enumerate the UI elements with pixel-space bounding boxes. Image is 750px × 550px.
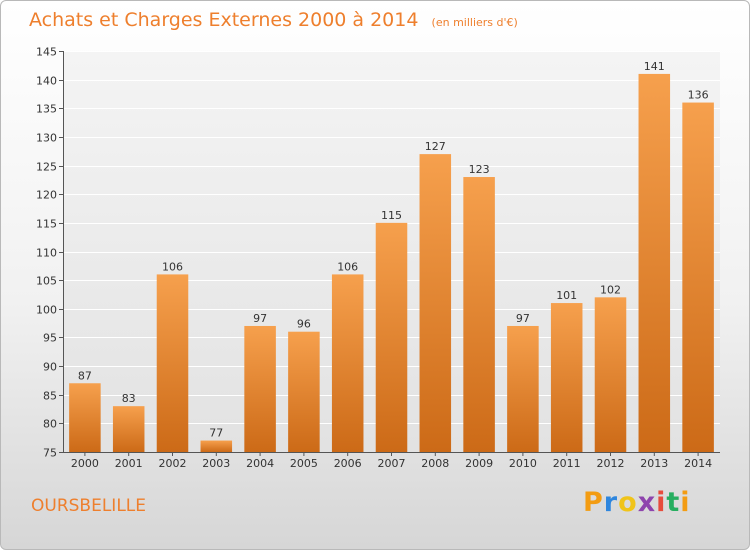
bar-2006 — [331, 274, 364, 452]
bar-value-label: 123 — [469, 163, 490, 176]
y-tick-label: 80 — [43, 418, 57, 431]
bar-2013 — [638, 73, 671, 453]
bar-2005 — [288, 331, 320, 452]
bar-value-label: 127 — [425, 140, 446, 153]
bar-2002 — [156, 274, 189, 452]
x-tick-label: 2008 — [421, 457, 449, 470]
bar-value-label: 97 — [253, 312, 267, 325]
bar-2000 — [69, 383, 101, 452]
y-tick-label: 90 — [43, 361, 57, 374]
bar-2007 — [375, 222, 408, 452]
chart-title: Achats et Charges Externes 2000 à 2014 — [29, 9, 419, 31]
bar-value-label: 97 — [516, 312, 530, 325]
x-tick-label: 2007 — [378, 457, 406, 470]
bar-value-label: 96 — [297, 318, 311, 331]
bar-2001 — [112, 406, 145, 452]
x-tick-label: 2011 — [553, 457, 581, 470]
y-tick-label: 115 — [36, 218, 57, 231]
y-tick-label: 145 — [36, 46, 57, 59]
bar-value-label: 106 — [337, 260, 358, 273]
logo-letter: i — [680, 487, 691, 518]
y-tick-label: 100 — [36, 304, 57, 317]
y-tick-label: 135 — [36, 103, 57, 116]
bar-value-label: 83 — [122, 392, 136, 405]
y-tick-label: 125 — [36, 161, 57, 174]
bar-2009 — [463, 177, 495, 452]
bar-value-label: 102 — [600, 283, 621, 296]
bar-value-label: 106 — [162, 260, 183, 273]
x-tick-label: 2014 — [684, 457, 712, 470]
x-tick-label: 2002 — [159, 457, 187, 470]
x-tick-label: 2013 — [640, 457, 668, 470]
x-tick-label: 2010 — [509, 457, 537, 470]
logo-letter: t — [666, 487, 681, 518]
x-tick-label: 2009 — [465, 457, 493, 470]
y-tick-label: 75 — [43, 447, 57, 460]
y-tick-label: 95 — [43, 332, 57, 345]
x-tick-label: 2001 — [115, 457, 143, 470]
chart-subtitle: (en milliers d'€) — [431, 16, 518, 29]
bar-2008 — [419, 154, 452, 452]
bar-2014 — [682, 102, 714, 453]
bar-2012 — [594, 297, 627, 452]
bar-value-label: 77 — [209, 427, 223, 440]
y-tick-label: 85 — [43, 390, 57, 403]
logo-letter: x — [637, 487, 657, 518]
logo-letter: P — [583, 487, 604, 518]
bar-2010 — [507, 325, 539, 452]
y-tick-label: 120 — [36, 189, 57, 202]
bar-value-label: 101 — [556, 289, 577, 302]
x-tick-label: 2005 — [290, 457, 318, 470]
bar-value-label: 115 — [381, 209, 402, 222]
y-tick-label: 130 — [36, 132, 57, 145]
bar-value-label: 136 — [688, 89, 709, 102]
y-tick-label: 140 — [36, 75, 57, 88]
bar-value-label: 141 — [644, 60, 665, 73]
bar-2003 — [200, 440, 233, 452]
x-tick-label: 2000 — [71, 457, 99, 470]
x-tick-label: 2003 — [202, 457, 230, 470]
logo-letter: o — [618, 487, 638, 518]
logo-letter: i — [656, 487, 667, 518]
bar-2011 — [550, 303, 583, 452]
title-row: Achats et Charges Externes 2000 à 2014 (… — [29, 9, 518, 31]
proxiti-logo: Proxiti — [583, 487, 691, 518]
x-tick-label: 2004 — [246, 457, 274, 470]
commune-name: OURSBELILLE — [31, 496, 146, 516]
x-tick-label: 2012 — [597, 457, 625, 470]
bar-2004 — [244, 325, 276, 452]
bar-value-label: 87 — [78, 369, 92, 382]
y-tick-label: 110 — [36, 247, 57, 260]
logo-letter: r — [603, 487, 619, 518]
x-tick-label: 2006 — [334, 457, 362, 470]
y-tick-label: 105 — [36, 275, 57, 288]
